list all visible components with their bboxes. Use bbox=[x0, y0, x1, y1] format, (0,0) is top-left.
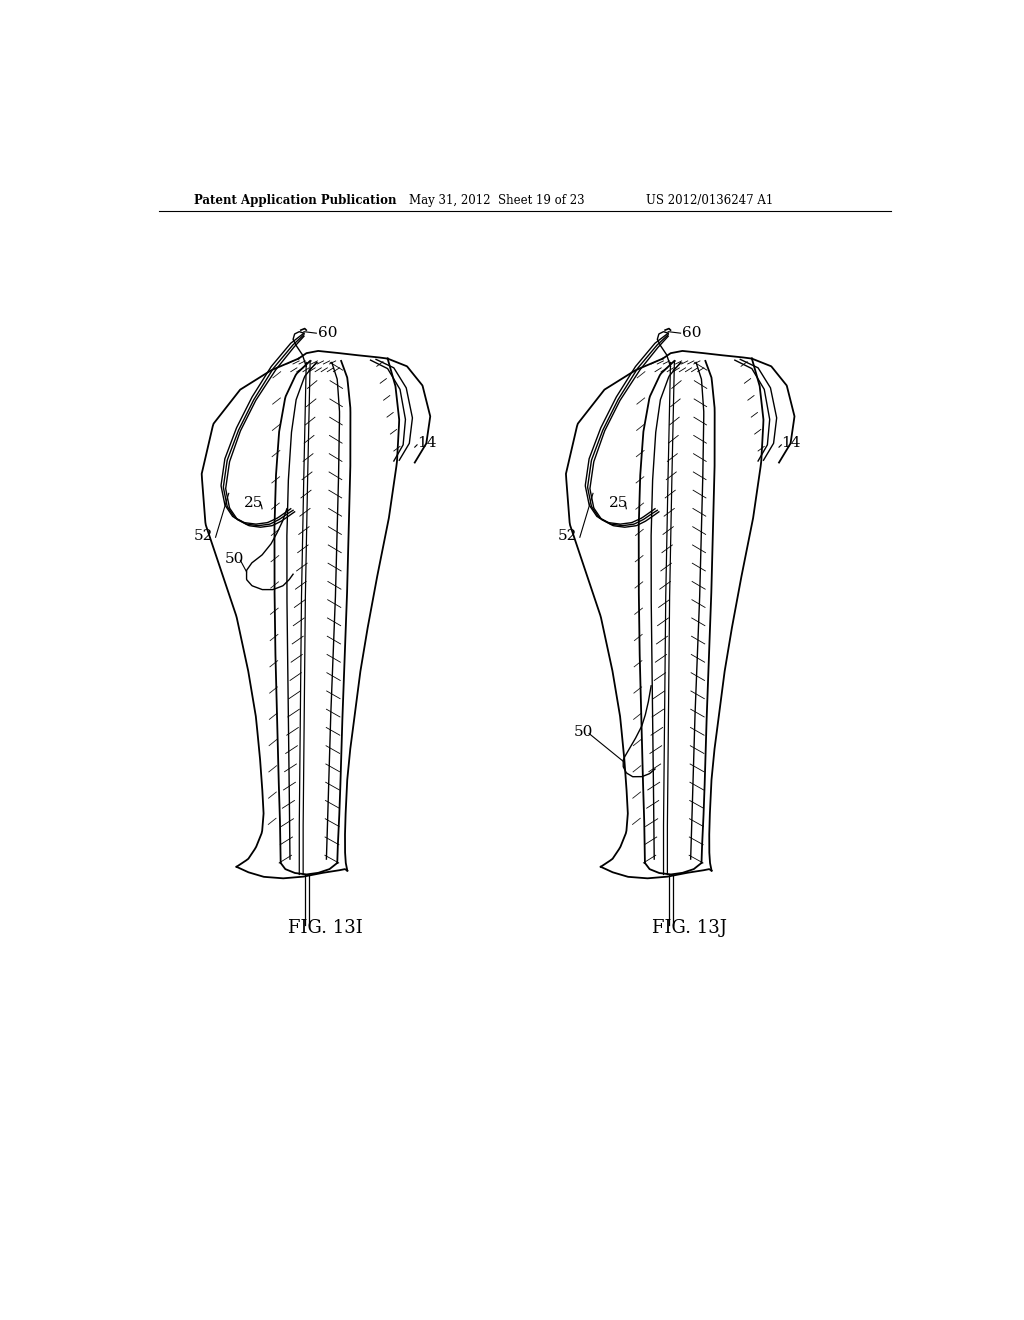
Text: 14: 14 bbox=[781, 437, 801, 450]
Text: 25: 25 bbox=[608, 495, 628, 510]
Text: FIG. 13J: FIG. 13J bbox=[652, 920, 727, 937]
Text: 50: 50 bbox=[225, 552, 245, 566]
Text: 52: 52 bbox=[194, 529, 213, 543]
Text: Patent Application Publication: Patent Application Publication bbox=[194, 194, 396, 207]
Text: 25: 25 bbox=[245, 495, 263, 510]
Text: 50: 50 bbox=[573, 725, 593, 739]
Text: 60: 60 bbox=[682, 326, 701, 341]
Text: US 2012/0136247 A1: US 2012/0136247 A1 bbox=[646, 194, 773, 207]
Text: 14: 14 bbox=[417, 437, 436, 450]
Text: May 31, 2012  Sheet 19 of 23: May 31, 2012 Sheet 19 of 23 bbox=[409, 194, 584, 207]
Text: 60: 60 bbox=[317, 326, 337, 341]
Text: FIG. 13I: FIG. 13I bbox=[288, 920, 362, 937]
Text: 52: 52 bbox=[558, 529, 578, 543]
